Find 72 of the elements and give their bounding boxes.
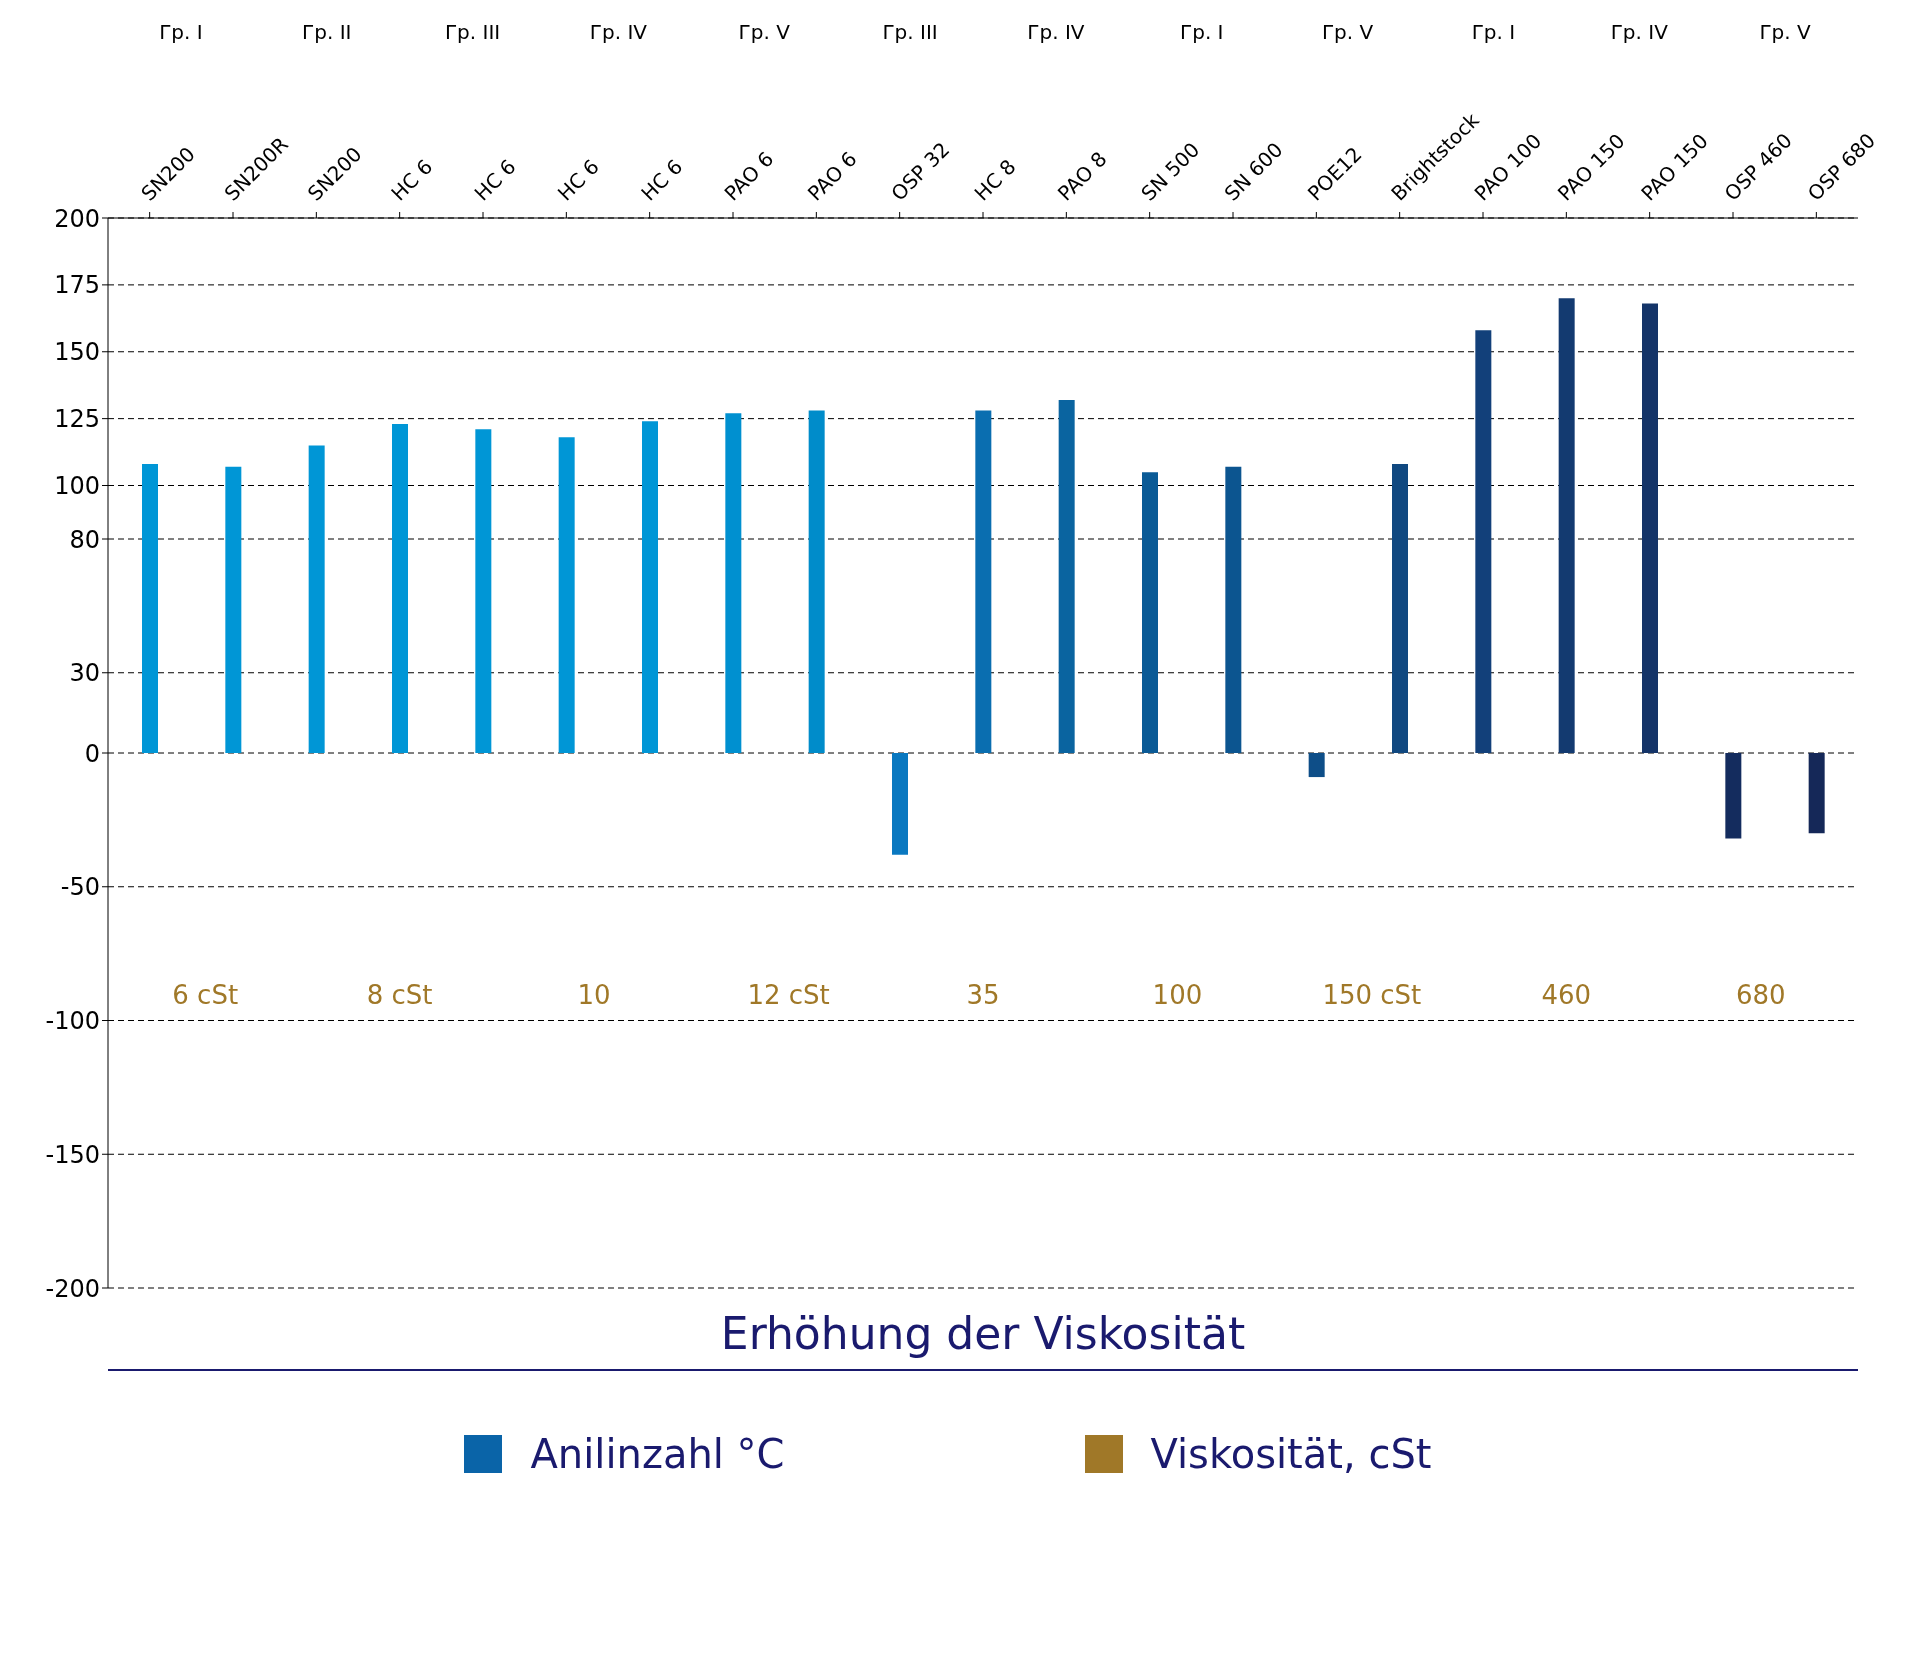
x-tick-label: PAO 6	[719, 146, 779, 206]
x-tick-label: SN 500	[1136, 137, 1205, 206]
y-tick-label: 150	[54, 338, 100, 367]
annotation: 35	[965, 979, 1001, 1010]
bar	[392, 423, 408, 753]
bar	[558, 437, 575, 753]
bar	[1808, 753, 1825, 834]
bar	[475, 429, 492, 753]
x-tick-label: OSP 680	[1802, 128, 1880, 206]
text: Гр. V	[1758, 20, 1812, 44]
bar	[808, 410, 825, 753]
text: Гр. I	[1470, 20, 1517, 44]
annotation: 10	[576, 979, 612, 1010]
y-tick-label: 0	[84, 739, 100, 768]
x-tick-label: OSP 32	[886, 137, 955, 206]
annotation: 100	[1151, 979, 1204, 1010]
y-tick-label: -100	[45, 1007, 100, 1036]
text: Гр. V	[737, 20, 791, 44]
y-tick-label: -200	[45, 1274, 100, 1303]
y-tick-label: 175	[54, 271, 100, 300]
bar	[225, 466, 242, 753]
x-tick-label: HC 6	[469, 154, 521, 206]
y-tick-label: 125	[54, 405, 100, 434]
y-tick-label: -150	[45, 1140, 100, 1169]
annotation: 12 cSt	[746, 979, 831, 1010]
bar	[1558, 298, 1575, 753]
bar	[975, 410, 992, 753]
annotation: 6 cSt	[171, 979, 240, 1010]
text: Гр. IV	[1026, 20, 1086, 44]
x-tick-label: HC 6	[386, 154, 438, 206]
bar	[1225, 466, 1242, 753]
text: Гр. III	[443, 20, 502, 44]
text: Гр. IV	[588, 20, 648, 44]
text: Гр. I	[158, 20, 204, 44]
text: Гр. IV	[1609, 20, 1669, 44]
bar	[1058, 399, 1075, 753]
x-tick-label: PAO 8	[1052, 146, 1112, 206]
y-tick-label: -50	[60, 873, 100, 902]
bar	[1308, 753, 1325, 778]
y-tick-label: 100	[54, 472, 100, 501]
annotation: 150 cSt	[1321, 979, 1423, 1010]
x-tick-label: HC 6	[552, 154, 604, 206]
x-tick-label: PAO 150	[1552, 128, 1630, 206]
bar	[308, 445, 325, 753]
annotation: 680	[1734, 979, 1787, 1010]
text: Гр. II	[301, 20, 353, 44]
annotation: 460	[1540, 979, 1593, 1010]
y-tick-label: 200	[54, 204, 100, 233]
annotation: 8 cSt	[365, 979, 434, 1010]
x-axis-title: Erhöhung der Viskosität	[108, 1308, 1858, 1371]
bar	[1475, 330, 1492, 753]
legend-label: Viskosität, cSt	[1150, 1431, 1432, 1477]
x-tick-label: HC 8	[969, 154, 1021, 206]
bar	[642, 421, 658, 753]
text: Гр. I	[1179, 20, 1225, 44]
legend-label: Anilinzahl °C	[530, 1431, 785, 1477]
bar	[1392, 464, 1408, 753]
bar	[892, 753, 908, 855]
x-tick-label: SN 600	[1219, 137, 1288, 206]
text: Гр. III	[881, 20, 939, 44]
bar	[1725, 753, 1742, 839]
x-tick-label: PAO 150	[1636, 128, 1713, 206]
bar	[1642, 303, 1658, 753]
y-tick-label: 30	[69, 659, 100, 688]
y-tick-label: 80	[69, 525, 100, 554]
x-tick-label: HC 6	[636, 154, 688, 206]
bar	[1142, 472, 1158, 753]
bar	[142, 464, 158, 753]
x-tick-label: PAO 6	[802, 146, 862, 206]
bar	[725, 413, 742, 753]
x-tick-label: OSP 460	[1719, 128, 1797, 206]
text: Гр. V	[1320, 20, 1375, 44]
